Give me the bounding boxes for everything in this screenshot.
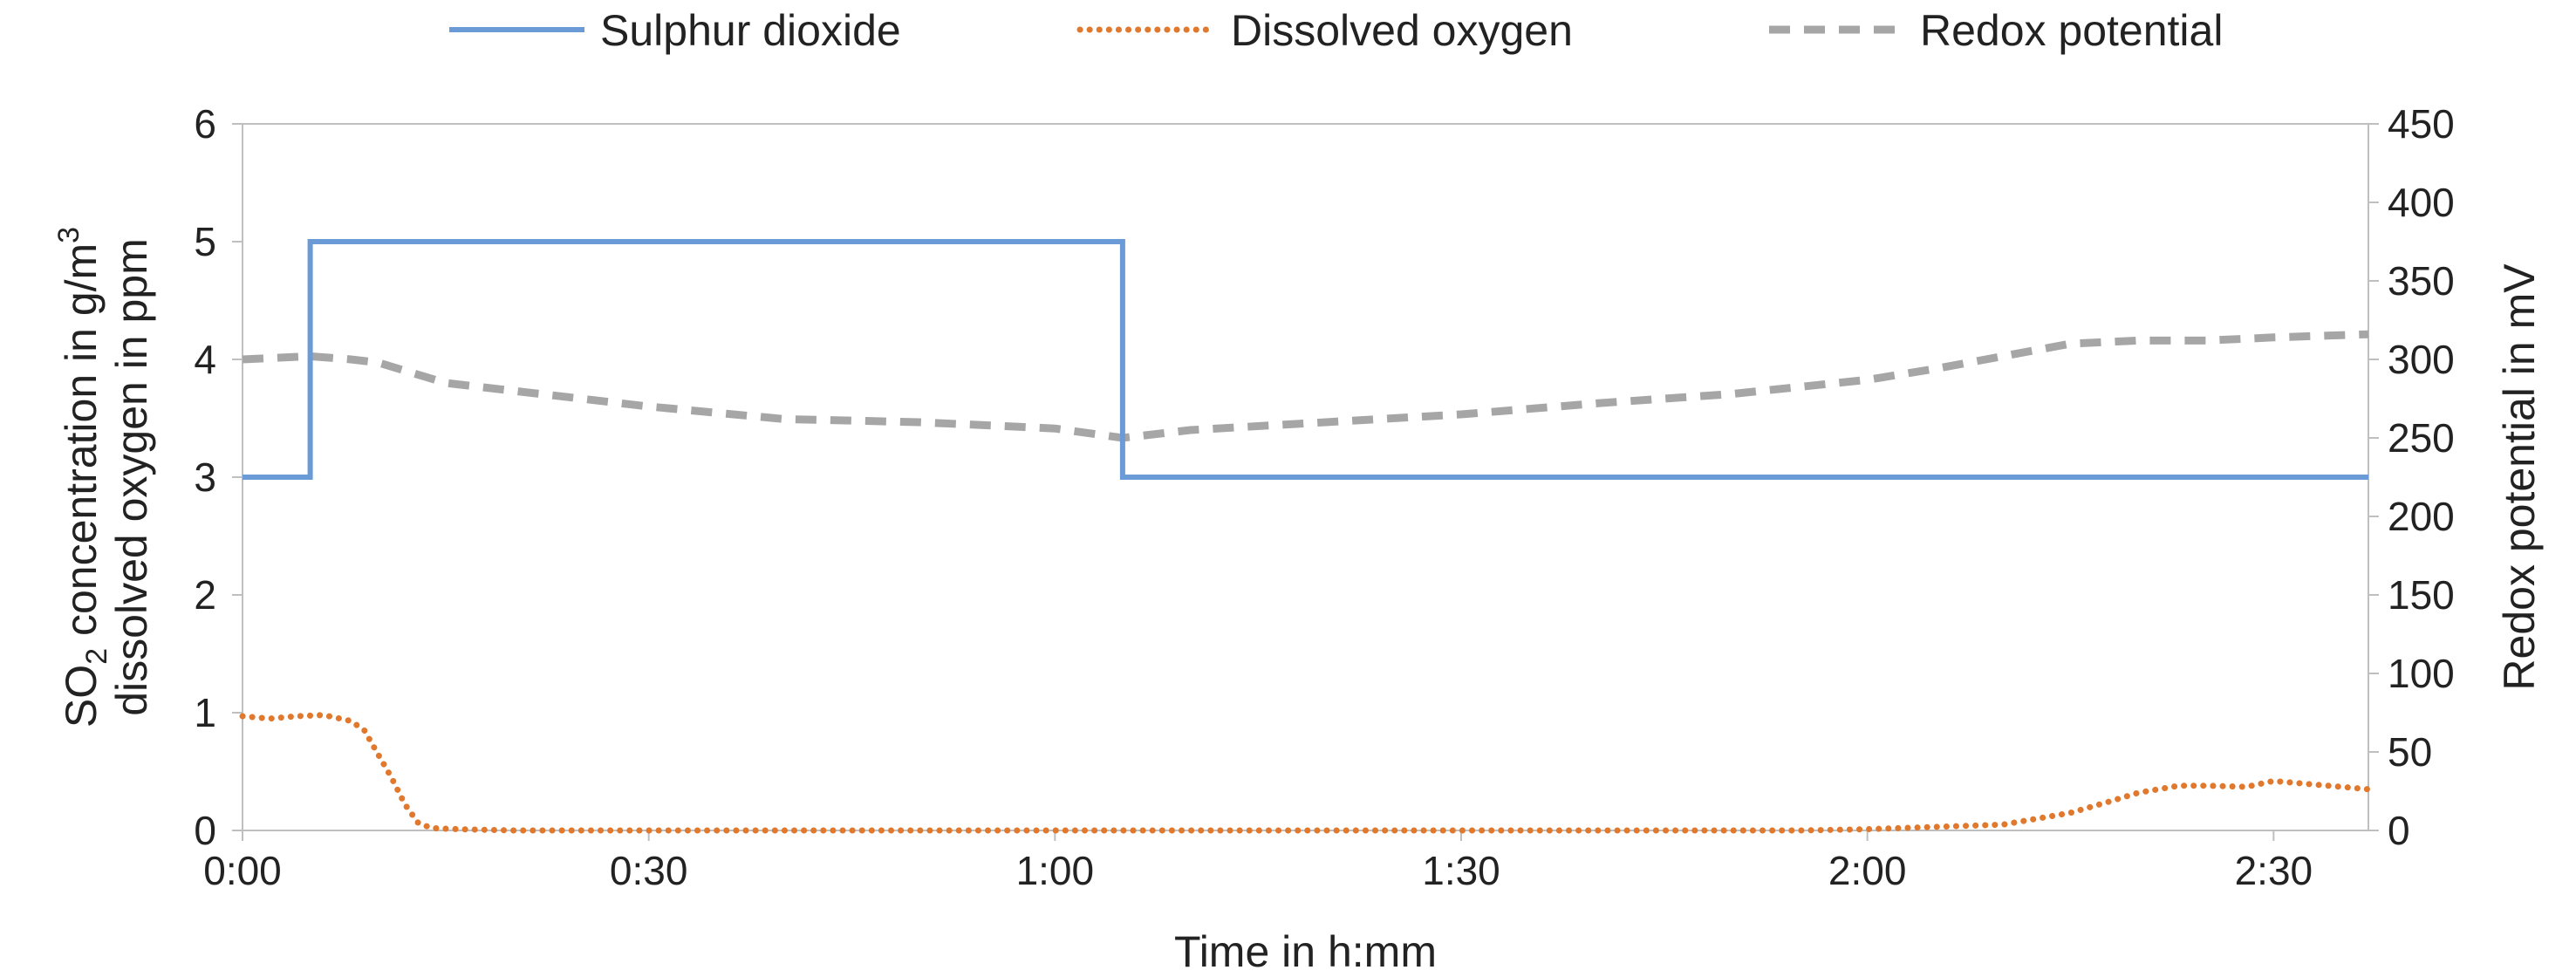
series-line-redox-potential <box>242 330 2369 442</box>
y-right-tick-label: 150 <box>2388 572 2455 618</box>
y-right-tick-label: 400 <box>2388 180 2455 225</box>
y-axis-left-title-part: 3 <box>52 227 85 243</box>
x-tick-label: 1:30 <box>1422 848 1500 893</box>
x-tick-label: 2:00 <box>1828 848 1907 893</box>
y-left-tick-label: 5 <box>194 219 216 264</box>
y-right-tick-label: 50 <box>2388 729 2432 775</box>
legend-label-redox-potential: Redox potential <box>1920 6 2223 55</box>
legend-label-dissolved-oxygen: Dissolved oxygen <box>1231 6 1573 55</box>
y-right-tick-label: 0 <box>2388 808 2410 853</box>
legend: Sulphur dioxide Dissolved oxygen Redox p… <box>449 6 2223 55</box>
y-axis-right-title: Redox potential in mV <box>2495 263 2544 691</box>
y-left-tick-label: 1 <box>194 690 216 735</box>
x-tick-label: 2:30 <box>2235 848 2313 893</box>
y-left-tick-label: 0 <box>194 808 216 853</box>
y-right-tick-label: 450 <box>2388 101 2455 147</box>
series-lines <box>239 239 2372 834</box>
y-left-tick-label: 4 <box>194 337 216 382</box>
series-line-sulphur-dioxide <box>243 239 2368 480</box>
y-right-tick-label: 100 <box>2388 651 2455 696</box>
y-left-tick-label: 6 <box>194 101 216 147</box>
y-axis-left-title-part: 2 <box>80 648 113 665</box>
y-right-tick-label: 300 <box>2388 337 2455 382</box>
y-axis-left-title-line2: dissolved oxygen in ppm <box>107 238 156 716</box>
y-axis-left-title-part: concentration in g/m <box>57 243 106 648</box>
y-left-tick-label: 2 <box>194 572 216 618</box>
y-right-tick-label: 200 <box>2388 494 2455 539</box>
y-left-tick-label: 3 <box>194 454 216 500</box>
y-axis-left-title-line1: SO2 concentration in g/m3 <box>52 227 113 728</box>
x-axis-title: Time in h:mm <box>1174 927 1437 976</box>
x-tick-label: 0:00 <box>203 848 282 893</box>
y-axis-left-title: SO2 concentration in g/m3 dissolved oxyg… <box>52 227 156 728</box>
legend-label-sulphur-dioxide: Sulphur dioxide <box>600 6 901 55</box>
y-right-tick-label: 350 <box>2388 258 2455 304</box>
series-line-dissolved-oxygen <box>239 712 2372 834</box>
y-axis-left-title-part: SO <box>57 665 106 728</box>
x-tick-label: 1:00 <box>1016 848 1095 893</box>
axis-ticks: 0:00 0:30 1:00 1:30 2:00 2:30 0 1 2 3 4 5 6 0 50 100 150… <box>194 101 2454 893</box>
y-right-tick-label: 250 <box>2388 415 2455 461</box>
x-tick-label: 0:30 <box>610 848 688 893</box>
